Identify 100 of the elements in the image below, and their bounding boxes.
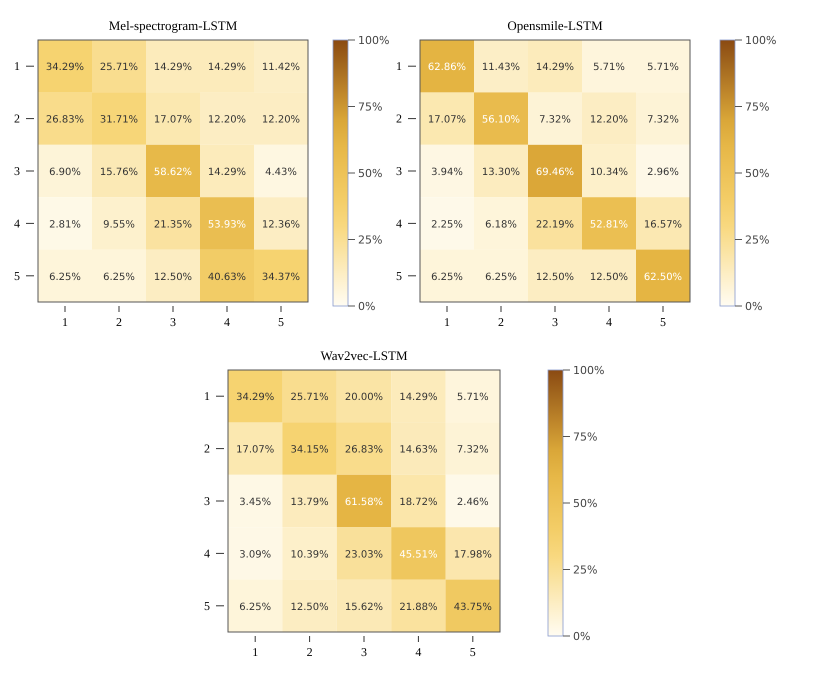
- data-label: 17.07%: [236, 444, 274, 456]
- color-bar-label: 50%: [745, 167, 770, 180]
- data-label: 18.72%: [399, 497, 438, 508]
- chart-title: Wav2vec-LSTM: [320, 348, 408, 363]
- data-label: 14.29%: [208, 62, 246, 74]
- y-tick-label: 2: [14, 112, 20, 126]
- data-label: 17.98%: [454, 549, 492, 560]
- data-label: 5.71%: [456, 392, 489, 404]
- data-label: 34.15%: [290, 444, 329, 456]
- y-tick-label: 3: [14, 164, 20, 178]
- data-label: 7.32%: [539, 114, 571, 126]
- data-label: 12.20%: [262, 114, 300, 126]
- data-label: 6.18%: [485, 219, 517, 230]
- color-bar-label: 100%: [573, 364, 604, 377]
- y-tick-label: 1: [204, 389, 210, 404]
- data-label: 52.81%: [590, 219, 628, 230]
- data-label: 14.29%: [399, 392, 438, 404]
- data-label: 5.71%: [647, 62, 679, 74]
- y-tick-label: 3: [396, 164, 402, 178]
- data-label: 15.62%: [344, 602, 384, 613]
- data-label: 21.88%: [399, 602, 438, 613]
- data-label: 23.03%: [344, 549, 384, 560]
- data-label: 3.94%: [431, 167, 463, 178]
- data-label: 6.25%: [239, 602, 272, 613]
- data-label: 43.75%: [454, 602, 492, 613]
- chart-title: Opensmile-LSTM: [507, 18, 604, 33]
- x-tick-label: 2: [306, 645, 313, 659]
- data-label: 2.81%: [49, 219, 81, 230]
- data-label: 12.36%: [262, 219, 300, 230]
- data-label: 6.90%: [49, 167, 81, 178]
- data-label: 14.63%: [399, 444, 438, 456]
- data-label: 4.43%: [265, 167, 297, 178]
- x-tick-label: 1: [62, 315, 68, 329]
- data-label: 61.58%: [344, 497, 384, 508]
- color-bar-label: 25%: [573, 564, 598, 576]
- data-label: 12.50%: [154, 272, 192, 283]
- x-tick-label: 4: [224, 315, 230, 329]
- x-tick-label: 2: [498, 315, 504, 329]
- data-label: 20.00%: [344, 392, 384, 404]
- data-label: 25.71%: [290, 392, 329, 404]
- data-label: 6.25%: [103, 272, 135, 283]
- data-label: 25.71%: [100, 62, 138, 74]
- data-label: 12.20%: [590, 114, 628, 126]
- data-label: 11.42%: [262, 62, 300, 74]
- data-label: 40.63%: [208, 272, 246, 283]
- y-tick-label: 2: [396, 112, 402, 126]
- data-label: 5.71%: [593, 62, 625, 74]
- color-bar-label: 50%: [573, 497, 598, 510]
- data-label: 21.35%: [154, 219, 192, 230]
- data-label: 34.29%: [46, 62, 84, 74]
- color-bar-label: 0%: [358, 300, 376, 313]
- data-label: 3.45%: [239, 497, 272, 508]
- data-label: 3.09%: [239, 549, 272, 560]
- data-label: 14.29%: [154, 62, 192, 74]
- data-label: 10.34%: [590, 167, 628, 178]
- data-label: 2.46%: [456, 497, 489, 508]
- y-tick-label: 1: [14, 59, 20, 74]
- color-bar-label: 75%: [745, 100, 770, 114]
- data-label: 7.32%: [647, 114, 679, 126]
- data-label: 69.46%: [536, 167, 574, 178]
- data-label: 26.83%: [46, 114, 84, 126]
- data-label: 16.57%: [644, 219, 682, 230]
- data-label: 6.25%: [431, 272, 463, 283]
- data-label: 31.71%: [100, 114, 138, 126]
- data-label: 14.29%: [536, 62, 574, 74]
- y-tick-label: 3: [204, 494, 210, 508]
- data-label: 12.20%: [208, 114, 246, 126]
- data-label: 34.29%: [236, 392, 274, 404]
- data-label: 17.07%: [428, 114, 466, 126]
- y-tick-label: 5: [14, 268, 20, 283]
- color-bar-label: 50%: [358, 167, 382, 180]
- x-tick-label: 2: [116, 315, 122, 329]
- y-tick-label: 5: [204, 598, 210, 613]
- data-label: 15.76%: [100, 167, 138, 178]
- color-bar-label: 0%: [573, 630, 590, 643]
- data-label: 6.25%: [49, 272, 81, 283]
- x-tick-label: 4: [606, 315, 612, 329]
- data-label: 2.25%: [431, 219, 463, 230]
- data-label: 58.62%: [154, 167, 192, 178]
- y-tick-label: 4: [396, 216, 402, 230]
- color-bar-label: 75%: [358, 100, 382, 114]
- data-label: 22.19%: [536, 219, 574, 230]
- data-label: 12.50%: [590, 272, 628, 283]
- data-label: 14.29%: [208, 167, 246, 178]
- x-tick-label: 4: [415, 645, 422, 659]
- color-bar-label: 25%: [358, 234, 382, 246]
- x-tick-label: 1: [252, 645, 258, 659]
- y-tick-label: 2: [204, 442, 210, 456]
- data-label: 6.25%: [485, 272, 517, 283]
- data-label: 11.43%: [482, 62, 520, 74]
- data-label: 56.10%: [482, 114, 520, 126]
- color-bar-label: 75%: [573, 430, 598, 444]
- y-tick-label: 4: [14, 216, 20, 230]
- data-label: 13.30%: [482, 167, 520, 178]
- data-label: 62.86%: [428, 62, 466, 74]
- data-label: 10.39%: [290, 549, 329, 560]
- x-tick-label: 5: [278, 315, 284, 329]
- y-tick-label: 5: [396, 268, 402, 283]
- data-label: 7.32%: [456, 444, 489, 456]
- data-label: 45.51%: [399, 549, 438, 560]
